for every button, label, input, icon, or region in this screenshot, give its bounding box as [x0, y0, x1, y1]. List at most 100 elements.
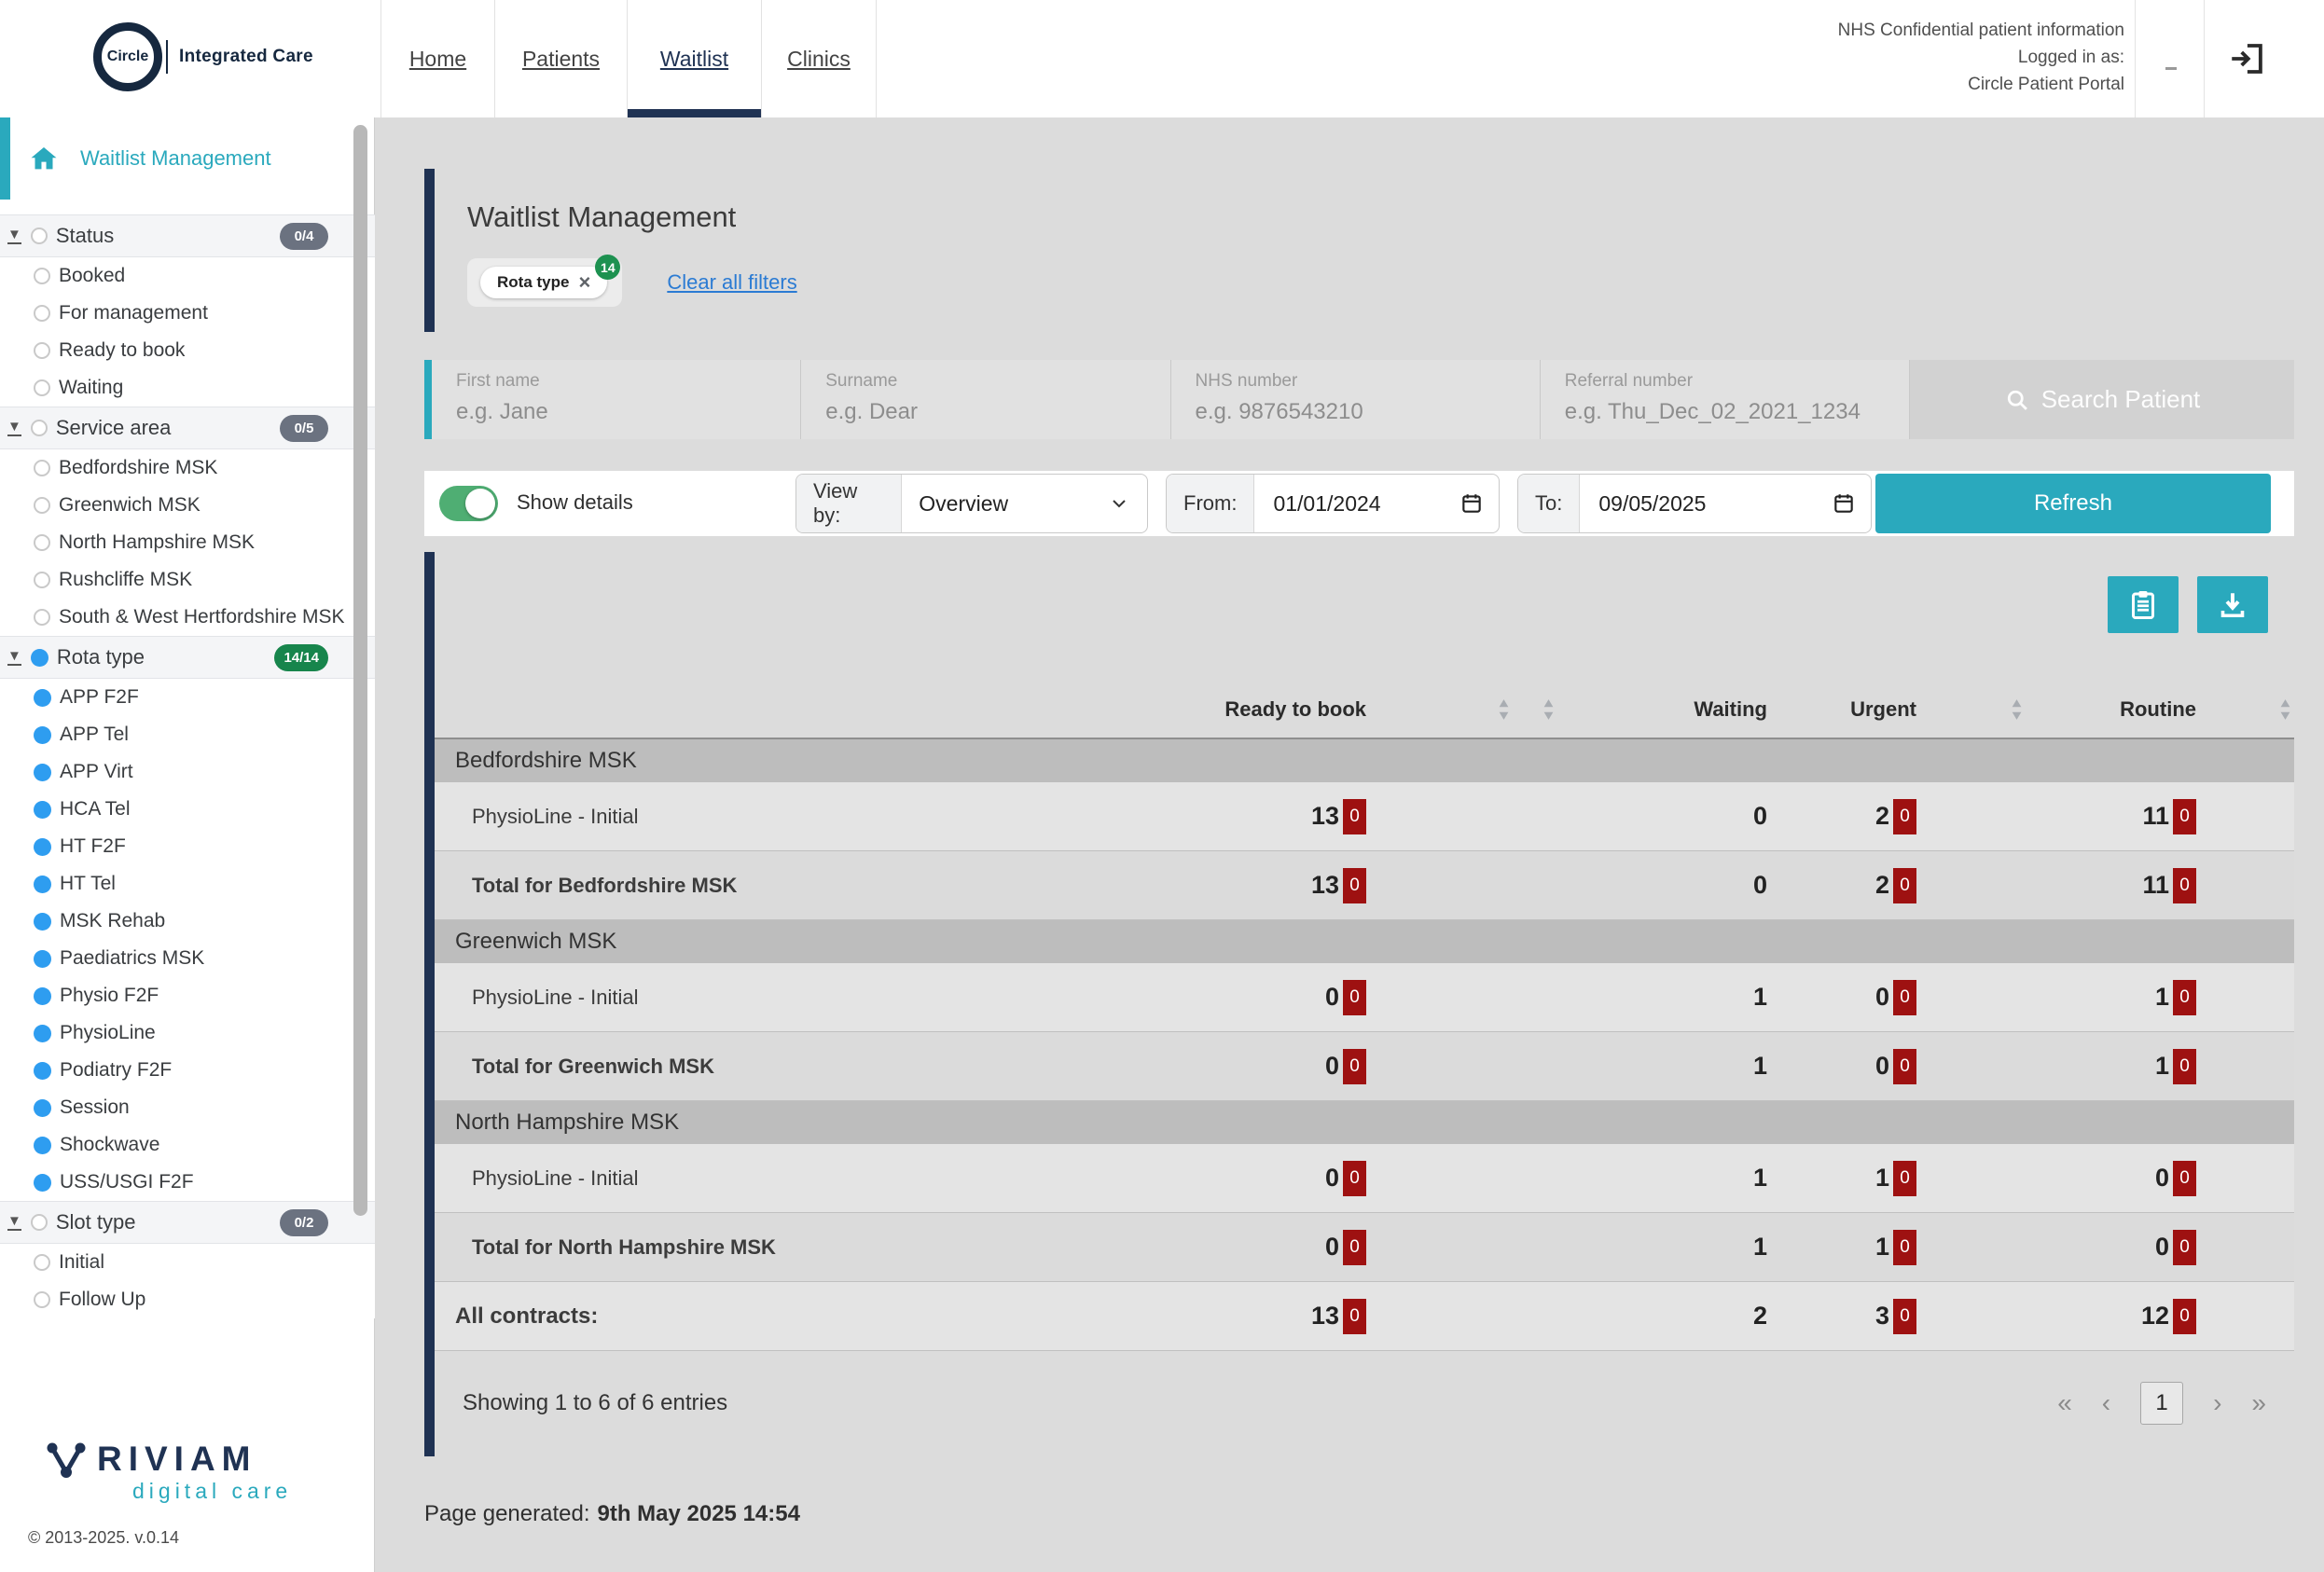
ready-alert-badge: 0 [1343, 1161, 1366, 1196]
search-patient-button[interactable]: Search Patient [1910, 360, 2294, 439]
sidebar-item-ready-to-book[interactable]: Ready to book [0, 332, 375, 369]
item-label: Shockwave [60, 1134, 159, 1156]
column-routine[interactable]: Routine [1916, 697, 2196, 722]
sort-icon[interactable] [1542, 698, 1555, 725]
to-date-input[interactable]: 09/05/2025 [1580, 475, 1871, 532]
item-label: Follow Up [59, 1289, 145, 1311]
collapse-triangle-icon[interactable]: ▼ [7, 1214, 21, 1231]
sidebar-item-session[interactable]: Session [0, 1089, 375, 1126]
sidebar-item-physioline[interactable]: PhysioLine [0, 1014, 375, 1052]
tab-home[interactable]: Home [380, 0, 494, 117]
section-service-area[interactable]: ▼ Service area 0/5 [0, 407, 375, 449]
radio-icon[interactable] [31, 1214, 48, 1231]
tab-patients[interactable]: Patients [494, 0, 627, 117]
section-label: Service area [56, 416, 172, 440]
sidebar-item-ht-f2f[interactable]: HT F2F [0, 828, 375, 865]
nhs-number-field[interactable]: NHS number e.g. 9876543210 [1171, 360, 1541, 439]
radio-selected-icon[interactable] [31, 649, 48, 667]
sidebar-scrollbar[interactable] [353, 125, 367, 1216]
sidebar-item-app-virt[interactable]: APP Virt [0, 753, 375, 791]
radio-selected-icon [34, 950, 51, 968]
calendar-icon[interactable] [1832, 491, 1856, 516]
show-details-toggle[interactable] [439, 486, 498, 521]
tab-patients-label: Patients [522, 47, 600, 72]
table-row-physioline-initial[interactable]: PhysioLine - Initial 00 1 00 10 [435, 963, 2294, 1032]
first-page-button[interactable]: « [2057, 1388, 2072, 1418]
row-label: Total for Bedfordshire MSK [435, 874, 1068, 898]
sort-icon[interactable] [2011, 698, 2023, 725]
sidebar-item-app-f2f[interactable]: APP F2F [0, 679, 375, 716]
sidebar-item-ht-tel[interactable]: HT Tel [0, 865, 375, 903]
tab-clinics[interactable]: Clinics [761, 0, 877, 117]
sidebar-item-physio-f2f[interactable]: Physio F2F [0, 977, 375, 1014]
sidebar-item-app-tel[interactable]: APP Tel [0, 716, 375, 753]
sidebar-item-paediatrics-msk[interactable]: Paediatrics MSK [0, 940, 375, 977]
column-waiting[interactable]: Waiting [1366, 697, 1767, 722]
sidebar-footer: RIVIAM digital care © 2013-2025. v.0.14 [0, 1441, 375, 1548]
sort-icon[interactable] [1498, 698, 1510, 725]
next-page-button[interactable]: › [2213, 1388, 2221, 1418]
sidebar-item-rushcliffe-msk[interactable]: Rushcliffe MSK [0, 561, 375, 599]
tab-waitlist[interactable]: Waitlist [627, 0, 761, 117]
sidebar-item-msk-rehab[interactable]: MSK Rehab [0, 903, 375, 940]
sidebar-item-north-hampshire-msk[interactable]: North Hampshire MSK [0, 524, 375, 561]
sidebar-item-initial[interactable]: Initial [0, 1244, 375, 1281]
rota-type-filter-chip[interactable]: Rota type × [480, 267, 607, 298]
table-row-physioline-initial[interactable]: PhysioLine - Initial 00 1 10 00 [435, 1144, 2294, 1213]
sidebar-item-bedfordshire-msk[interactable]: Bedfordshire MSK [0, 449, 375, 487]
refresh-button[interactable]: Refresh [1875, 474, 2271, 533]
item-label: USS/USGI F2F [60, 1171, 194, 1193]
collapse-triangle-icon[interactable]: ▼ [7, 420, 21, 436]
collapse-dash-icon[interactable] [2165, 67, 2177, 70]
sidebar-home-label: Waitlist Management [80, 146, 271, 171]
collapse-triangle-icon[interactable]: ▼ [7, 228, 21, 244]
sidebar-item-uss-usgi-f2f[interactable]: USS/USGI F2F [0, 1164, 375, 1201]
download-button[interactable] [2197, 576, 2268, 633]
remove-filter-icon[interactable]: × [578, 275, 590, 290]
radio-selected-icon [34, 1062, 51, 1080]
section-rota-type[interactable]: ▼ Rota type 14/14 [0, 636, 375, 679]
column-urgent[interactable]: Urgent [1767, 697, 1916, 722]
clear-all-filters-link[interactable]: Clear all filters [667, 270, 796, 295]
sidebar-item-for-management[interactable]: For management [0, 295, 375, 332]
cell-urgent: 10 [1767, 1161, 1916, 1196]
table-row-physioline-initial[interactable]: PhysioLine - Initial 130 0 20 110 [435, 782, 2294, 851]
section-status[interactable]: ▼ Status 0/4 [0, 214, 375, 257]
first-name-field[interactable]: First name e.g. Jane [432, 360, 801, 439]
current-page-button[interactable]: 1 [2140, 1382, 2183, 1425]
sidebar-item-podiatry-f2f[interactable]: Podiatry F2F [0, 1052, 375, 1089]
last-page-button[interactable]: » [2251, 1388, 2266, 1418]
surname-field[interactable]: Surname e.g. Dear [801, 360, 1170, 439]
sidebar-item-shockwave[interactable]: Shockwave [0, 1126, 375, 1164]
home-icon [28, 143, 60, 174]
prev-page-button[interactable]: ‹ [2102, 1388, 2110, 1418]
sidebar-item-greenwich-msk[interactable]: Greenwich MSK [0, 487, 375, 524]
search-icon [2004, 387, 2030, 413]
urgent-value: 0 [1875, 983, 1889, 1012]
from-date-input[interactable]: 01/01/2024 [1254, 475, 1499, 532]
sidebar-item-waiting[interactable]: Waiting [0, 369, 375, 407]
sidebar-item-south-west-hertfordshire-msk[interactable]: South & West Hertfordshire MSK [0, 599, 375, 636]
cell-ready: 00 [1068, 1049, 1366, 1084]
column-ready-to-book[interactable]: Ready to book [1068, 697, 1366, 722]
view-by-select[interactable]: Overview [902, 475, 1147, 532]
item-label: For management [59, 302, 208, 324]
referral-number-field[interactable]: Referral number e.g. Thu_Dec_02_2021_123… [1541, 360, 1910, 439]
item-label: APP Virt [60, 761, 133, 783]
session-info: NHS Confidential patient information Log… [1838, 17, 2124, 98]
sidebar-waitlist-management[interactable]: Waitlist Management [0, 117, 374, 200]
radio-icon[interactable] [31, 228, 48, 244]
urgent-alert-badge: 0 [1893, 868, 1916, 903]
sidebar-item-follow-up[interactable]: Follow Up [0, 1281, 375, 1318]
section-slot-type[interactable]: ▼ Slot type 0/2 [0, 1201, 375, 1244]
sort-icon[interactable] [2279, 698, 2291, 725]
sidebar-item-hca-tel[interactable]: HCA Tel [0, 791, 375, 828]
calendar-icon[interactable] [1459, 491, 1484, 516]
logout-icon[interactable] [2227, 39, 2266, 78]
copy-to-clipboard-button[interactable] [2108, 576, 2179, 633]
sidebar-item-booked[interactable]: Booked [0, 257, 375, 295]
radio-icon[interactable] [31, 420, 48, 436]
collapse-triangle-icon[interactable]: ▼ [7, 649, 21, 666]
from-date-value: 01/01/2024 [1273, 491, 1380, 517]
waiting-value: 1 [1753, 1233, 1767, 1262]
